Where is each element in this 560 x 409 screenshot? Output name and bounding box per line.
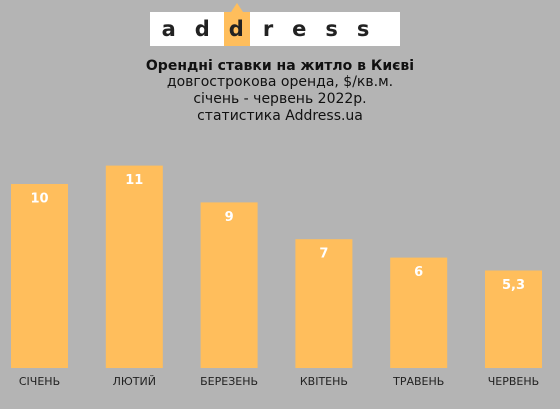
logo-pointer — [231, 3, 243, 12]
subtitle: статистика Address.ua — [197, 108, 363, 124]
value-label: 6 — [414, 265, 423, 280]
bar — [390, 257, 448, 368]
value-label: 11 — [125, 173, 143, 188]
x-tick-label: КВІТЕНЬ — [300, 375, 348, 388]
value-label: 9 — [225, 210, 234, 225]
value-label: 7 — [319, 247, 328, 262]
bar — [11, 184, 68, 368]
bar — [200, 202, 258, 368]
x-tick-label: ТРАВЕНЬ — [392, 375, 444, 388]
x-tick-label: ЧЕРВЕНЬ — [488, 375, 539, 388]
logo: address — [162, 17, 389, 41]
x-tick-label: ЛЮТИЙ — [113, 375, 156, 388]
x-tick-label: СІЧЕНЬ — [19, 375, 60, 388]
bar — [105, 165, 163, 368]
value-label: 5,3 — [502, 278, 525, 293]
bar — [295, 239, 353, 368]
value-label: 10 — [30, 192, 48, 207]
subtitle: січень - червень 2022р. — [193, 91, 366, 107]
chart-title: Орендні ставки на житло в Києві — [146, 58, 414, 74]
subtitle: довгострокова оренда, $/кв.м. — [167, 74, 393, 90]
logo-box — [150, 12, 400, 46]
x-tick-label: БЕРЕЗЕНЬ — [200, 375, 258, 388]
bar — [485, 270, 542, 368]
logo-highlight — [224, 12, 250, 46]
